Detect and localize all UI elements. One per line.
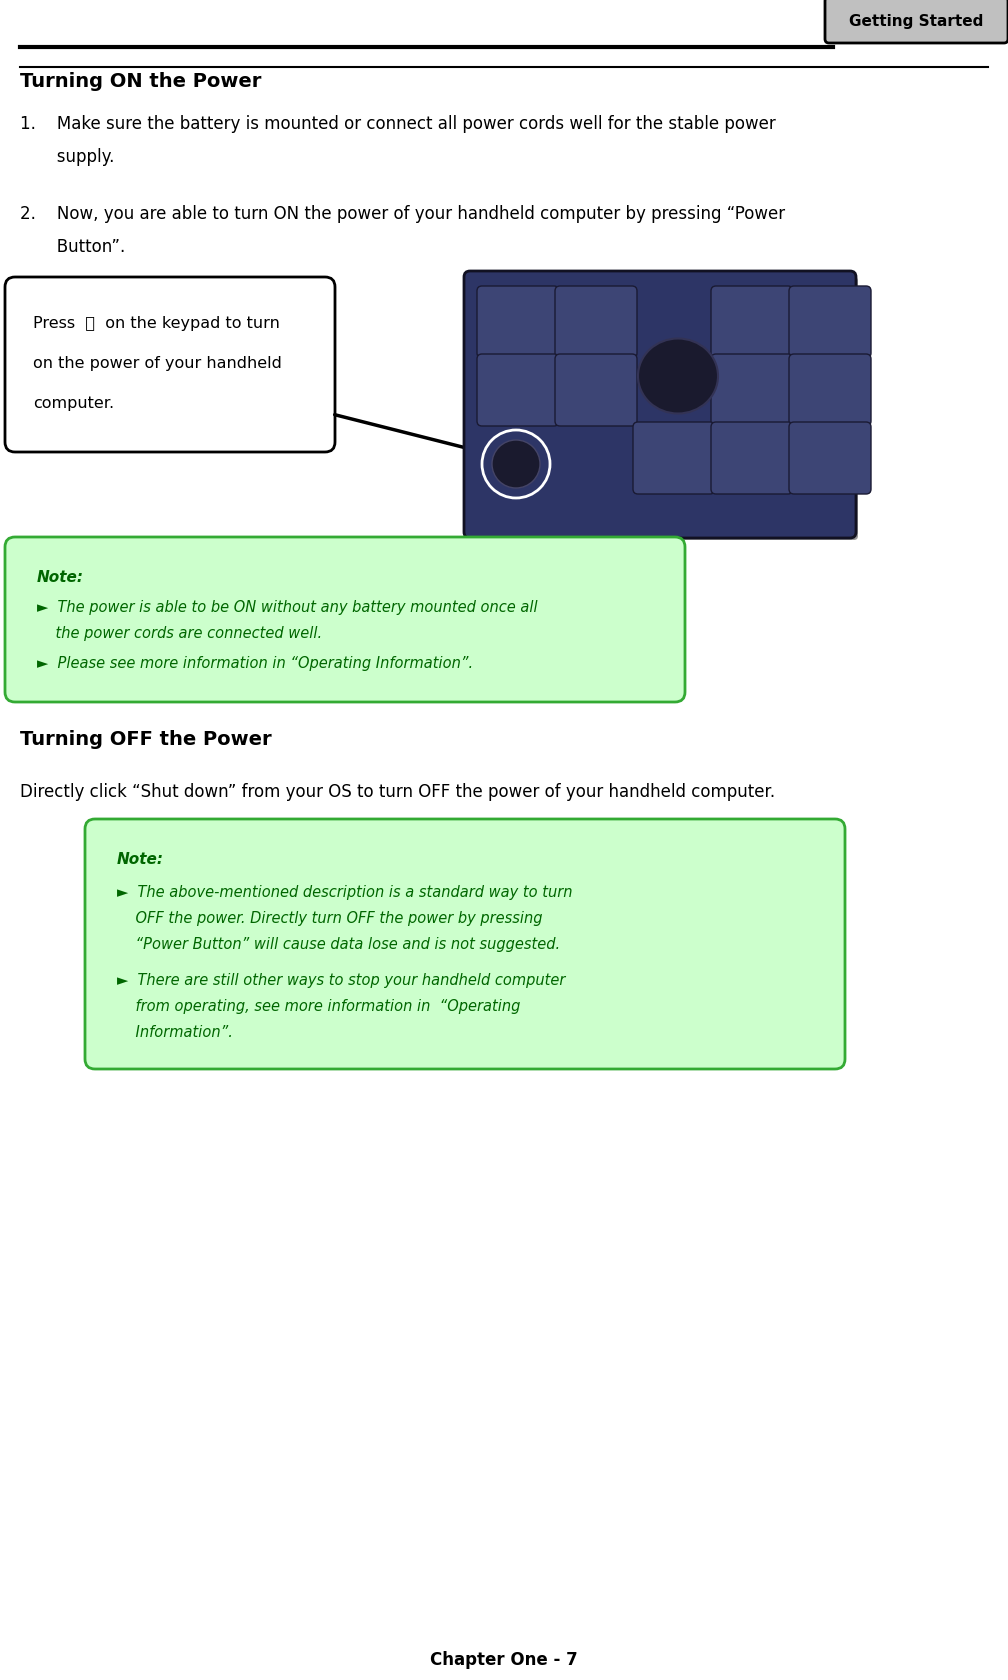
FancyBboxPatch shape: [555, 287, 637, 360]
Text: Press  ⏻  on the keypad to turn: Press ⏻ on the keypad to turn: [33, 316, 280, 331]
Text: Getting Started: Getting Started: [850, 13, 984, 29]
FancyBboxPatch shape: [711, 287, 793, 360]
Text: Note:: Note:: [117, 852, 164, 867]
Text: Note:: Note:: [37, 570, 84, 585]
FancyBboxPatch shape: [85, 820, 845, 1070]
FancyBboxPatch shape: [789, 354, 871, 427]
Text: Button”.: Button”.: [20, 239, 125, 255]
Text: Chapter One - 7: Chapter One - 7: [430, 1650, 578, 1668]
Text: 2.    Now, you are able to turn ON the power of your handheld computer by pressi: 2. Now, you are able to turn ON the powe…: [20, 205, 785, 223]
Text: the power cords are connected well.: the power cords are connected well.: [37, 625, 323, 640]
FancyBboxPatch shape: [789, 287, 871, 360]
Text: supply.: supply.: [20, 148, 114, 166]
Text: ►  The power is able to be ON without any battery mounted once all: ► The power is able to be ON without any…: [37, 600, 537, 615]
Text: Information”.: Information”.: [117, 1025, 233, 1040]
Text: Turning ON the Power: Turning ON the Power: [20, 72, 261, 91]
Ellipse shape: [638, 339, 718, 415]
Text: 1.    Make sure the battery is mounted or connect all power cords well for the s: 1. Make sure the battery is mounted or c…: [20, 114, 776, 133]
Text: Directly click “Shut down” from your OS to turn OFF the power of your handheld c: Directly click “Shut down” from your OS …: [20, 783, 775, 801]
FancyBboxPatch shape: [711, 423, 793, 494]
FancyBboxPatch shape: [555, 354, 637, 427]
Text: ►  The above-mentioned description is a standard way to turn: ► The above-mentioned description is a s…: [117, 884, 573, 899]
FancyBboxPatch shape: [825, 0, 1008, 44]
Text: ►  There are still other ways to stop your handheld computer: ► There are still other ways to stop you…: [117, 973, 565, 988]
FancyBboxPatch shape: [477, 287, 559, 360]
Text: ►  Please see more information in “Operating Information”.: ► Please see more information in “Operat…: [37, 655, 473, 670]
FancyBboxPatch shape: [789, 423, 871, 494]
Circle shape: [482, 430, 550, 499]
FancyBboxPatch shape: [5, 277, 335, 452]
FancyBboxPatch shape: [711, 354, 793, 427]
Text: OFF the power. Directly turn OFF the power by pressing: OFF the power. Directly turn OFF the pow…: [117, 911, 542, 926]
Circle shape: [492, 440, 540, 489]
Text: from operating, see more information in  “Operating: from operating, see more information in …: [117, 998, 520, 1013]
Text: “Power Button” will cause data lose and is not suggested.: “Power Button” will cause data lose and …: [117, 936, 560, 951]
Text: on the power of your handheld: on the power of your handheld: [33, 356, 282, 371]
Text: Turning OFF the Power: Turning OFF the Power: [20, 729, 271, 749]
FancyBboxPatch shape: [477, 354, 559, 427]
FancyBboxPatch shape: [470, 277, 858, 541]
FancyBboxPatch shape: [5, 538, 685, 702]
Text: computer.: computer.: [33, 396, 114, 410]
FancyBboxPatch shape: [464, 272, 856, 539]
FancyBboxPatch shape: [633, 423, 715, 494]
